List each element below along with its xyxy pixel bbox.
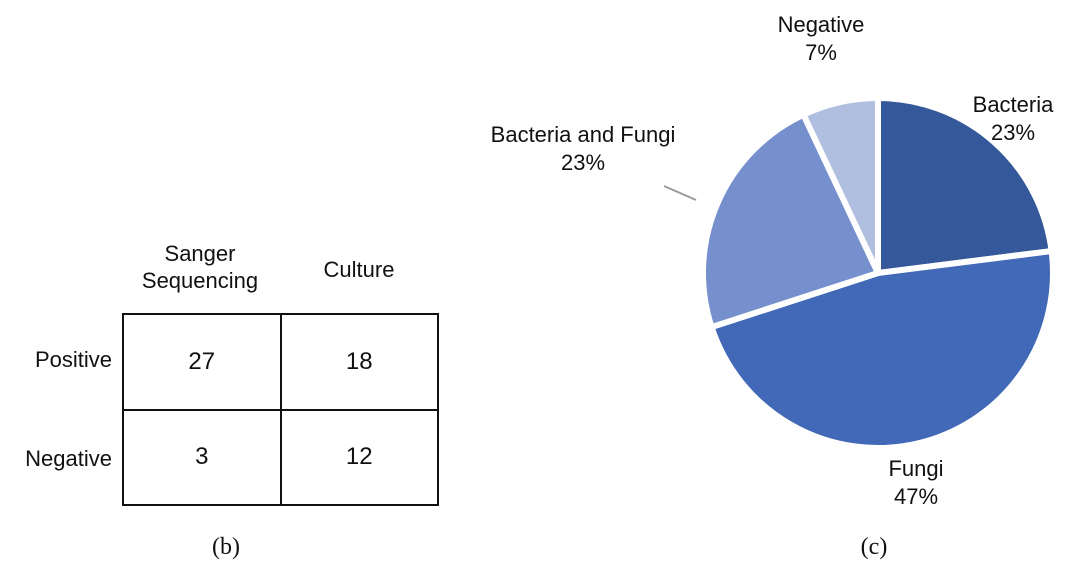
leader-line-bacteria-and-fungi — [663, 185, 697, 201]
col-header-sanger-line1: Sanger — [164, 241, 236, 266]
col-header-sanger: Sanger Sequencing — [115, 240, 285, 294]
col-header-sanger-line2: Sequencing — [141, 268, 259, 293]
col-header-culture: Culture — [274, 256, 444, 283]
slice-pct-negative: 7% — [805, 40, 837, 65]
row-header-negative: Negative — [25, 446, 112, 471]
slice-label-bacteria: Bacteria — [973, 92, 1054, 117]
pie-slice-bacteria — [875, 95, 1055, 276]
table-cell-negative-culture: 12 — [281, 410, 439, 506]
table-cell-positive-sanger: 27 — [124, 315, 282, 411]
results-table: 27 18 3 12 — [122, 313, 439, 506]
row-header-positive: Positive — [34, 347, 112, 372]
col-header-culture-line1: Culture — [323, 257, 395, 282]
panel-label-c: (c) — [860, 534, 888, 560]
table-cell-negative-sanger: 3 — [124, 410, 282, 506]
slice-label-fungi: Fungi — [888, 456, 943, 481]
slice-pct-fungi: 47% — [894, 484, 938, 509]
slice-pct-bacteria-and-fungi: 23% — [561, 150, 605, 175]
pie-slice-negative — [800, 95, 881, 276]
slice-label-bacteria-and-fungi: Bacteria and Fungi — [491, 122, 676, 147]
pie-slice-bacteria-and-fungi — [700, 111, 881, 331]
table-cell-positive-culture: 18 — [281, 315, 439, 411]
panel-label-b: (b) — [212, 534, 240, 560]
slice-label-negative: Negative — [778, 12, 865, 37]
slice-pct-bacteria: 23% — [991, 120, 1035, 145]
